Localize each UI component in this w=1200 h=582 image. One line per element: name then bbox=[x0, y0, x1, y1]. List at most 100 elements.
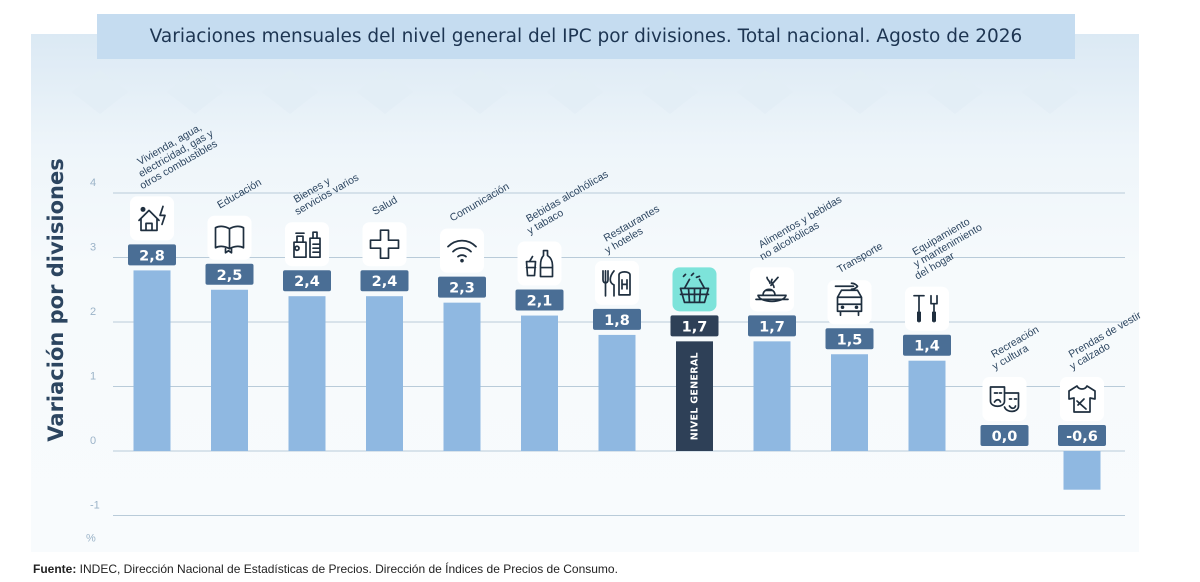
chart-title: Variaciones mensuales del nivel general … bbox=[149, 26, 1023, 47]
background-chevron bbox=[262, 70, 318, 114]
category-label: Recreacióny cultura bbox=[985, 324, 1047, 373]
value-label-box bbox=[903, 334, 951, 356]
food-bowl-icon bbox=[755, 276, 789, 303]
y-tick-label: -1 bbox=[90, 500, 100, 512]
icon-handle bbox=[917, 311, 921, 322]
category-label-line: Alimentos y bebidas bbox=[757, 194, 844, 251]
bar bbox=[908, 360, 946, 451]
background-chevron bbox=[547, 70, 603, 114]
icon-tile bbox=[440, 228, 484, 273]
source-text: INDEC, Dirección Nacional de Estadística… bbox=[76, 562, 618, 576]
value-label: 2,4 bbox=[372, 274, 398, 290]
value-label: 1,7 bbox=[682, 319, 708, 335]
wifi-icon bbox=[447, 239, 477, 263]
background-chevron bbox=[927, 70, 983, 114]
background-chevron bbox=[357, 70, 413, 114]
background-chevron bbox=[832, 70, 888, 114]
car-wrench-icon bbox=[834, 282, 863, 317]
value-label: 2,4 bbox=[294, 274, 320, 290]
background-chevron bbox=[167, 70, 223, 114]
bar bbox=[598, 334, 636, 451]
y-tick-label: 3 bbox=[90, 242, 96, 254]
category-label: Salud bbox=[370, 194, 399, 218]
category-label: Equipamientoy mantenimientodel hogar bbox=[902, 212, 990, 283]
value-label: 1,7 bbox=[759, 319, 785, 335]
bar bbox=[1063, 451, 1101, 490]
y-tick-label: 1 bbox=[90, 371, 96, 383]
icon-tile bbox=[517, 241, 562, 286]
category-label-line: Bebidas alcohólicas bbox=[524, 168, 610, 225]
shirt-icon bbox=[1068, 385, 1096, 413]
icon-handle bbox=[932, 311, 936, 322]
source-label: Fuente: bbox=[33, 562, 77, 576]
y-tick-label: 4 bbox=[90, 177, 96, 189]
category-label: Restaurantesy hoteles bbox=[597, 203, 667, 257]
background-chevron bbox=[72, 70, 128, 114]
background-chevron bbox=[1022, 70, 1078, 114]
icon-stroke bbox=[1068, 385, 1096, 413]
spray-bottles-icon bbox=[293, 231, 321, 259]
bar bbox=[133, 270, 171, 451]
bar bbox=[676, 341, 713, 451]
y-unit-label: % bbox=[86, 533, 96, 545]
category-label: Educación bbox=[215, 176, 264, 211]
background-chevron bbox=[452, 70, 508, 114]
category-label-line: Comunicación bbox=[448, 181, 512, 225]
theater-masks-icon bbox=[989, 386, 1020, 413]
icon-dot bbox=[854, 305, 859, 310]
value-label: 1,4 bbox=[914, 339, 940, 355]
icon-tile bbox=[905, 286, 949, 331]
background-chevron bbox=[737, 70, 793, 114]
value-label-box bbox=[515, 289, 564, 311]
bar bbox=[288, 296, 326, 451]
icon-dot bbox=[140, 206, 146, 212]
category-label-line: Educación bbox=[215, 176, 264, 211]
icon-tile bbox=[285, 222, 329, 267]
category-label: Prendas de vestiry calzado bbox=[1062, 309, 1149, 373]
icon-stroke bbox=[602, 270, 631, 297]
tools-icon bbox=[913, 294, 938, 323]
value-label: -0,6 bbox=[1066, 429, 1098, 445]
value-label: 2,8 bbox=[139, 248, 165, 264]
category-label: Comunicación bbox=[448, 181, 512, 225]
bar bbox=[443, 302, 481, 451]
icon-stroke bbox=[989, 386, 1020, 413]
fork-hotel-icon bbox=[602, 270, 631, 297]
bar bbox=[521, 315, 558, 451]
value-label-box bbox=[980, 425, 1029, 446]
icon-tile bbox=[1060, 377, 1104, 421]
value-label: 1,8 bbox=[604, 313, 630, 329]
value-label: 1,5 bbox=[837, 332, 863, 348]
icon-tile bbox=[827, 280, 872, 325]
icon-tile bbox=[130, 196, 174, 241]
icon-tile bbox=[595, 260, 639, 305]
icon-stroke bbox=[679, 272, 710, 304]
bar bbox=[366, 296, 403, 451]
icon-stroke bbox=[834, 282, 863, 317]
value-label-box bbox=[670, 315, 719, 337]
icon-stroke bbox=[369, 229, 400, 260]
value-label: 0,0 bbox=[992, 429, 1018, 445]
value-label-box bbox=[128, 244, 176, 266]
icon-dot bbox=[840, 305, 845, 310]
value-label-box bbox=[825, 328, 874, 350]
background-chevrons bbox=[72, 70, 1078, 114]
y-tick-label: 0 bbox=[90, 435, 96, 447]
category-label: Alimentos y bebidasno alcohólicas bbox=[752, 194, 849, 263]
basket-icon bbox=[679, 272, 710, 304]
category-label: Bebidas alcohólicasy tabaco bbox=[520, 168, 616, 237]
icon-stroke bbox=[214, 225, 245, 254]
house-energy-icon bbox=[138, 205, 166, 232]
bar bbox=[831, 354, 868, 451]
y-tick-label: 2 bbox=[90, 306, 96, 318]
value-label: 2,3 bbox=[449, 281, 475, 297]
category-label: Transporte bbox=[835, 240, 885, 276]
category-label: Bienes yservicios varios bbox=[287, 162, 361, 218]
category-label-line: Transporte bbox=[835, 240, 885, 276]
chart-title-box: Variaciones mensuales del nivel general … bbox=[97, 14, 1075, 59]
value-label-box bbox=[1058, 425, 1106, 446]
source-note: Fuente: INDEC, Dirección Nacional de Est… bbox=[33, 562, 618, 576]
bars: NIVEL GENERAL bbox=[133, 270, 1101, 490]
medical-cross-icon bbox=[369, 229, 400, 260]
